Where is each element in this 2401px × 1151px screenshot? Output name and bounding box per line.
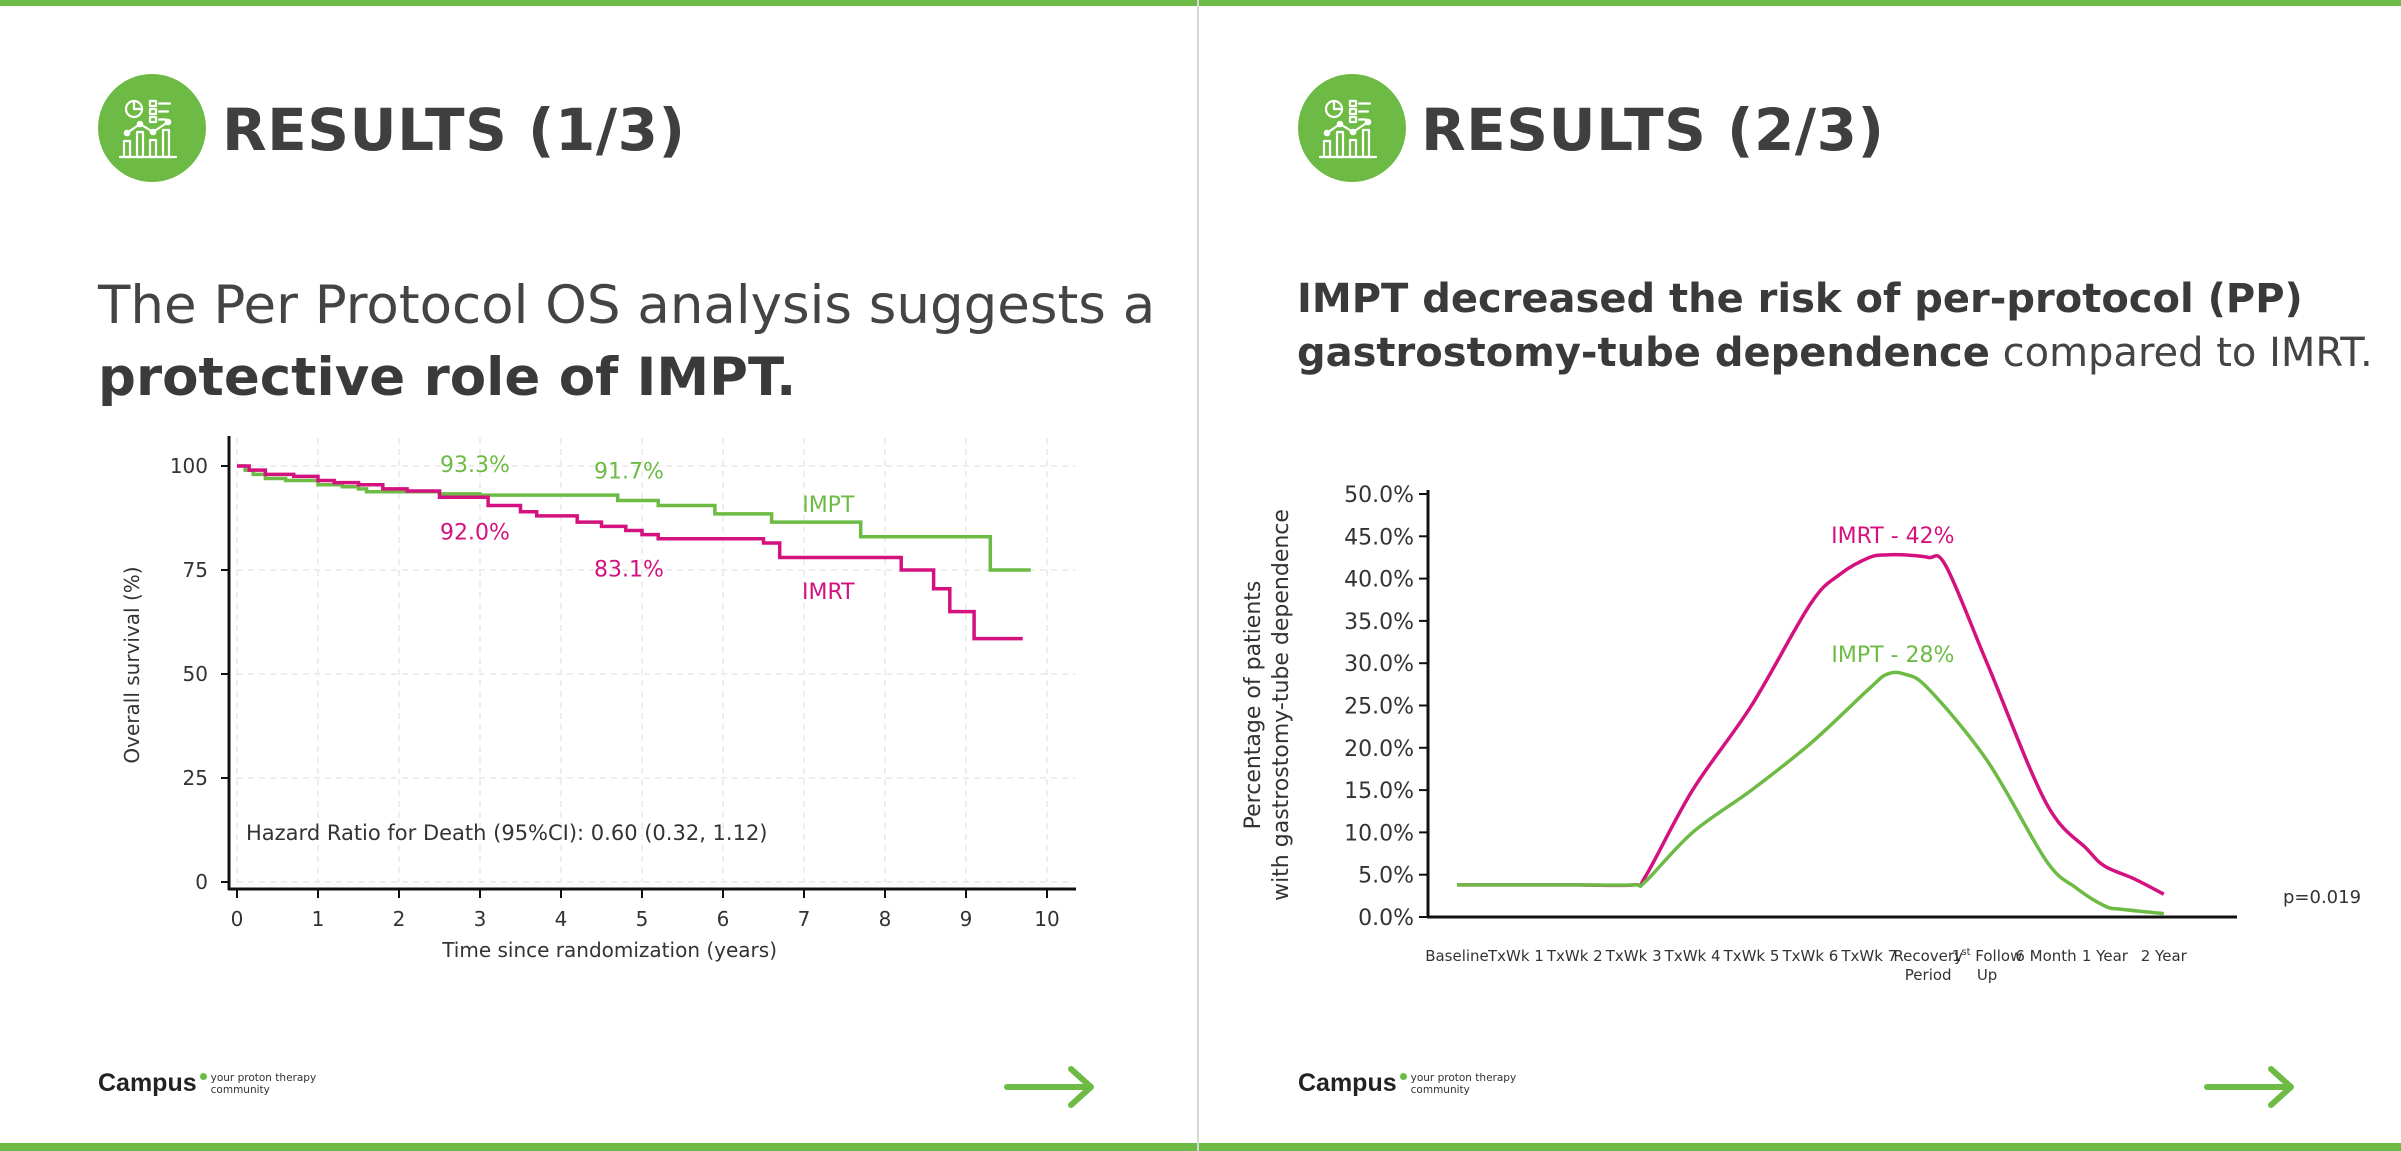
- y-tick-label: 75: [183, 558, 208, 582]
- y-tick-label: 45.0%: [1344, 525, 1414, 550]
- x-tick-label: Baseline: [1425, 947, 1489, 965]
- bottom-accent-bar: [0, 1143, 1197, 1151]
- series-line-imrt: [237, 464, 1023, 641]
- x-tick-label: 0: [231, 907, 244, 931]
- x-tick-label: 9: [960, 907, 973, 931]
- x-tick-label: 6: [717, 907, 730, 931]
- data-label: 91.7%: [594, 460, 664, 485]
- slide-divider: [1197, 0, 1199, 1151]
- x-tick-label: Up: [1977, 966, 1998, 984]
- analytics-chart-icon: [98, 74, 206, 182]
- headline: IMPT decreased the risk of per-protocol …: [1297, 272, 2387, 380]
- slide-results-1: RESULTS (1/3) The Per Protocol OS analys…: [0, 0, 1197, 1151]
- y-tick-label: 35.0%: [1344, 610, 1414, 635]
- brand-logo: Campus your proton therapy community: [98, 1069, 321, 1098]
- bottom-accent-bar: [1199, 1143, 2401, 1151]
- series-label-impt: IMPT - 28%: [1831, 643, 1954, 668]
- y-tick-label: 50: [183, 662, 208, 686]
- y-tick-label: 50.0%: [1344, 483, 1414, 508]
- x-tick-label: 5: [636, 907, 649, 931]
- series-line-imrt: [1456, 552, 2165, 896]
- x-tick-label: 8: [879, 907, 892, 931]
- x-tick-label: TxWk 6: [1781, 947, 1838, 965]
- x-tick-label: 6 Month: [2015, 947, 2076, 965]
- x-tick-label: 1 Year: [2082, 947, 2129, 965]
- arrow-right-icon[interactable]: [2203, 1064, 2299, 1110]
- y-axis-label: Overall survival (%): [120, 566, 144, 763]
- y-tick-label: 10.0%: [1344, 821, 1414, 846]
- x-tick-label: 10: [1034, 907, 1059, 931]
- y-tick-label: 0.0%: [1358, 906, 1414, 931]
- brand-tagline: your proton therapy community: [210, 1072, 317, 1096]
- x-tick-label: 7: [798, 907, 811, 931]
- top-accent-bar: [0, 0, 1197, 6]
- x-tick-label: 1st Follow: [1952, 947, 2023, 965]
- x-tick-label: 3: [474, 907, 487, 931]
- arrow-right-icon[interactable]: [1003, 1064, 1099, 1110]
- x-tick-label: 2: [393, 907, 406, 931]
- series-line-impt: [1456, 670, 2164, 916]
- y-tick-label: 40.0%: [1344, 568, 1414, 593]
- gtube-chart: 0.0% 5.0% 10.0% 15.0% 20.0% 25.0% 30.0% 35.0% 40…: [1241, 483, 2361, 984]
- headline-text: The Per Protocol OS analysis suggests a: [98, 275, 1156, 336]
- headline: The Per Protocol OS analysis suggests a …: [98, 270, 1178, 414]
- slide-results-2: RESULTS (2/3) IMPT decreased the risk of…: [1199, 0, 2401, 1151]
- brand-dot-icon: [1399, 1073, 1407, 1080]
- brand-name: Campus: [98, 1069, 197, 1097]
- x-tick-label: TxWk 2: [1546, 947, 1603, 965]
- y-tick-label: 100: [170, 454, 208, 478]
- brand-dot-icon: [199, 1073, 207, 1080]
- data-label: 83.1%: [594, 557, 664, 582]
- x-tick-label: 1: [312, 907, 325, 931]
- slide-title: RESULTS (2/3): [1421, 96, 1885, 164]
- x-tick-label: TxWk 3: [1605, 947, 1662, 965]
- top-accent-bar: [1199, 0, 2401, 6]
- x-tick-label: TxWk 7: [1840, 947, 1897, 965]
- survival-chart: 0 25 50 75 100 0 1 2 3 4 5 6 7 8 9 10 Time since randomi…: [120, 436, 1076, 962]
- brand-name: Campus: [1298, 1069, 1397, 1097]
- y-tick-label: 0: [195, 870, 208, 894]
- analytics-chart-icon: [1298, 74, 1406, 182]
- headline-emphasis: IMPT decreased the risk of per-protocol …: [1297, 276, 2303, 376]
- x-tick-label: TxWk 4: [1664, 947, 1721, 965]
- p-value-annotation: p=0.019: [2283, 887, 2361, 908]
- series-label-imrt: IMRT: [802, 580, 855, 605]
- series-label-impt: IMPT: [802, 493, 855, 518]
- y-tick-label: 15.0%: [1344, 779, 1414, 804]
- x-axis-label: Time since randomization (years): [441, 938, 777, 962]
- headline-emphasis: protective role of IMPT.: [98, 347, 797, 408]
- y-tick-label: 20.0%: [1344, 737, 1414, 762]
- hazard-ratio-annotation: Hazard Ratio for Death (95%CI): 0.60 (0.…: [246, 821, 768, 845]
- x-tick-label: 2 Year: [2141, 947, 2188, 965]
- y-tick-label: 5.0%: [1358, 864, 1414, 889]
- headline-text: compared to IMRT.: [1989, 330, 2373, 376]
- x-tick-label: TxWk 1: [1487, 947, 1544, 965]
- data-label: 93.3%: [440, 453, 510, 478]
- brand-tagline: your proton therapy community: [1410, 1072, 1517, 1096]
- data-label: 92.0%: [440, 520, 510, 545]
- y-tick-label: 25.0%: [1344, 695, 1414, 720]
- y-tick-label: 25: [183, 766, 208, 790]
- y-axis-label: with gastrostomy-tube dependence: [1269, 509, 1294, 901]
- x-tick-label: Period: [1905, 966, 1952, 984]
- x-tick-label: Recovery: [1893, 947, 1963, 965]
- slide-title: RESULTS (1/3): [222, 96, 686, 164]
- y-tick-label: 30.0%: [1344, 652, 1414, 677]
- x-tick-label: TxWk 5: [1723, 947, 1780, 965]
- y-axis-label: Percentage of patients: [1241, 581, 1266, 830]
- brand-logo: Campus your proton therapy community: [1298, 1069, 1521, 1098]
- x-tick-label: 4: [555, 907, 568, 931]
- series-label-imrt: IMRT - 42%: [1831, 524, 1954, 549]
